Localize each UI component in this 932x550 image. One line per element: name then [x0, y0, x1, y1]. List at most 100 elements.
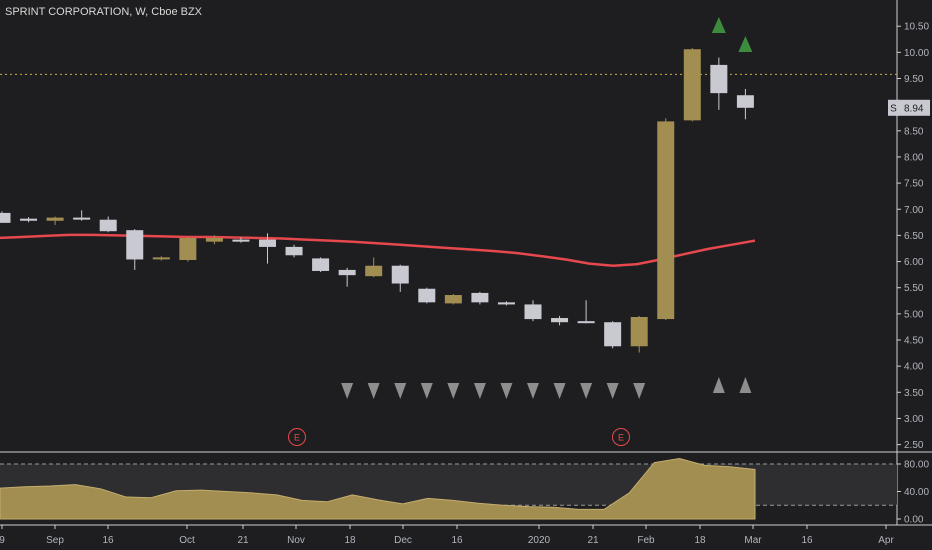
candle-body: [471, 292, 489, 303]
candle-body: [418, 288, 436, 303]
candle-body: [73, 217, 91, 220]
down-triangle: [580, 383, 593, 399]
down-triangle: [420, 383, 433, 399]
up-triangle-gray: [739, 377, 752, 393]
candle-body: [152, 257, 170, 260]
candle-body: [683, 49, 701, 121]
time-axis[interactable]: 9 Sep 16 Oct 21 Nov 18 Dec 16 2020 21 Feb 18 Mar 16 Apr: [0, 525, 894, 546]
candle-body: [551, 318, 569, 323]
candle-body: [365, 265, 383, 277]
candle-body: [179, 238, 197, 260]
time-tick-label: Apr: [878, 535, 894, 546]
time-tick-label: 18: [694, 535, 706, 546]
earnings-marker: [612, 428, 630, 446]
candle-body: [205, 238, 223, 242]
candle-body: [391, 265, 409, 284]
candle-body: [46, 217, 64, 221]
price-tick-label: 5.00: [904, 309, 924, 320]
candle-body: [312, 258, 330, 271]
candle-body: [0, 212, 11, 223]
down-triangle: [527, 383, 539, 399]
price-tick-label: 4.00: [904, 362, 924, 373]
candle-body: [444, 295, 462, 304]
price-label-box: [898, 99, 930, 116]
down-triangle: [633, 383, 646, 399]
chart-title: SPRINT CORPORATION, W, Cboe BZX: [5, 6, 203, 18]
down-triangle: [500, 383, 513, 399]
ma-line: [0, 233, 756, 267]
symbol-label-box: [888, 99, 899, 116]
osc-tick-label: 0.00: [904, 515, 924, 526]
grid: [0, 0, 932, 526]
candles: [0, 48, 754, 353]
candle-body: [232, 239, 250, 242]
price-tick-label: 4.50: [904, 336, 924, 347]
down-triangle: [447, 383, 460, 399]
candle-body: [259, 239, 276, 247]
down-triangle: [394, 383, 407, 399]
price-label: 8.94: [904, 103, 924, 114]
down-triangle: [341, 383, 354, 399]
time-tick-label: Nov: [287, 535, 305, 546]
price-tick-label: 10.50: [904, 22, 929, 33]
candle-body: [604, 322, 622, 347]
down-triangle: [367, 383, 380, 399]
time-tick-label: 16: [801, 535, 813, 546]
up-triangle-green: [711, 17, 726, 33]
candle-body: [126, 230, 144, 260]
price-tick-label: 2.50: [904, 440, 924, 451]
price-tick-label: 10.00: [904, 48, 929, 59]
candle-body: [338, 269, 356, 276]
price-tick-label: 9.50: [904, 74, 924, 85]
time-tick-label: Feb: [637, 535, 655, 546]
symbol-label: S: [890, 103, 897, 114]
down-triangle: [553, 383, 566, 399]
candle-body: [20, 218, 38, 221]
osc-tick-label: 40.00: [904, 487, 929, 498]
time-tick-label: 21: [237, 535, 249, 546]
time-tick-label: Oct: [179, 535, 195, 546]
time-tick-label: Dec: [394, 535, 412, 546]
earnings-label: E: [618, 433, 624, 443]
candle-body: [524, 304, 542, 320]
down-triangle: [606, 383, 619, 399]
time-tick-label: 16: [102, 535, 114, 546]
moving-average: [0, 233, 756, 267]
price-tick-label: 7.50: [904, 179, 924, 190]
osc-tick-label: 80.00: [904, 460, 929, 471]
candle-body: [736, 95, 754, 108]
time-tick-label: 16: [451, 535, 463, 546]
oscillator-pane: [0, 457, 897, 520]
earnings-marker: [288, 428, 306, 446]
time-tick-label: 18: [344, 535, 356, 546]
earnings-label: E: [294, 433, 300, 443]
time-tick-label: Mar: [744, 535, 762, 546]
price-tick-label: 6.50: [904, 231, 924, 242]
candle-body: [630, 316, 648, 347]
time-tick-label: 9: [0, 535, 5, 546]
price-tick-label: 8.50: [904, 126, 924, 137]
candle-body: [285, 246, 303, 256]
price-tick-label: 8.00: [904, 152, 924, 163]
price-tick-label: 3.50: [904, 388, 924, 399]
up-triangle-green: [738, 36, 753, 52]
price-tick-label: 7.00: [904, 205, 924, 216]
time-tick-label: 2020: [528, 535, 551, 546]
price-tick-label: 5.50: [904, 283, 924, 294]
signals: [341, 17, 753, 399]
candle-body: [99, 219, 117, 232]
price-tick-label: 3.00: [904, 414, 924, 425]
up-triangle-gray: [712, 377, 725, 393]
candle-body: [657, 121, 675, 320]
price-tick-label: 6.00: [904, 257, 924, 268]
candle-body: [710, 64, 728, 94]
candle-body: [497, 302, 515, 305]
osc-area: [0, 457, 756, 520]
down-triangle: [473, 383, 486, 399]
time-tick-label: 21: [587, 535, 599, 546]
candle-body: [577, 321, 595, 324]
time-tick-label: Sep: [46, 535, 64, 546]
price-axis[interactable]: 10.5010.009.509.008.508.007.507.006.506.…: [888, 22, 930, 526]
